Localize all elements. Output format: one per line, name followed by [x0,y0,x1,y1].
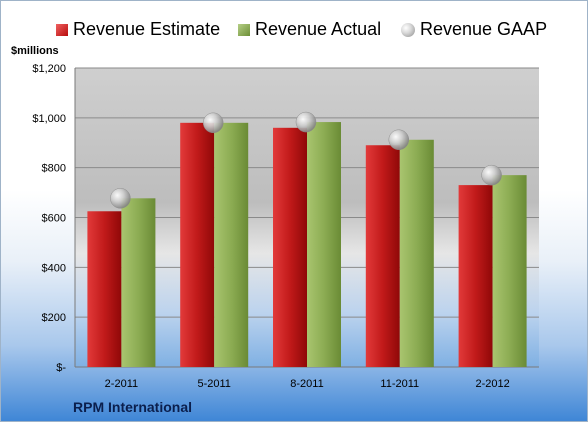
y-tick-label: $- [56,362,66,374]
gaap-marker [110,188,131,209]
x-tick-label: 2-2012 [475,378,509,390]
bar-actual [492,175,527,367]
y-tick-label: $600 [42,213,66,225]
x-tick-label: 5-2011 [197,378,230,390]
x-tick-label: 2-2011 [105,378,138,390]
y-tick-label: $200 [42,312,66,324]
gaap-marker [388,129,410,151]
company-name: RPM International [73,399,193,415]
gaap-markers [110,111,502,209]
x-axis: 2-2011 5-2011 8-2011 11-2011 2-2012 [75,366,539,390]
bar-estimate [458,185,493,367]
legend-label-gaap: Revenue GAAP [420,19,548,39]
y-tick-label: $400 [42,262,66,274]
bar-actual [214,122,249,367]
y-tick-label: $800 [42,163,66,175]
y-tick-label: $1,000 [32,113,66,125]
y-axis: $- $200 $400 $600 $800 $1,000 $1,200 [32,63,76,374]
legend-item-actual: Revenue Actual [238,19,381,40]
bar-estimate [365,145,400,367]
x-tick-label: 8-2011 [290,378,323,390]
y-tick-label: $1,200 [32,63,66,75]
x-tick-label: 11-2011 [380,378,419,390]
gaap-marker [481,164,502,186]
legend: Revenue Estimate Revenue Actual Revenue … [1,19,587,41]
legend-swatch-estimate [56,23,68,36]
bar-actual [307,122,341,367]
gaap-marker [295,111,317,133]
bar-actual [121,198,156,367]
legend-swatch-actual [238,23,250,36]
legend-label-actual: Revenue Actual [255,19,382,39]
y-unit-label: $millions [11,45,59,57]
bars [87,122,527,367]
gaap-marker [202,112,224,134]
bar-actual [399,139,434,367]
legend-marker-gaap [401,22,415,37]
bar-estimate [87,211,122,367]
bar-estimate [180,122,215,367]
legend-item-estimate: Revenue Estimate [56,19,220,40]
legend-label-estimate: Revenue Estimate [73,19,221,39]
legend-item-gaap: Revenue GAAP [401,19,547,40]
bar-estimate [273,127,307,367]
